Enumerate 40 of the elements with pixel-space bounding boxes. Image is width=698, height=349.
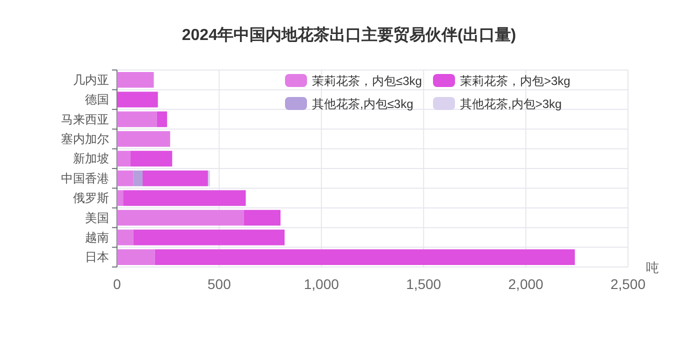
legend-label: 茉莉花茶，内包≤3kg (312, 74, 422, 88)
x-axis-title: 吨 (646, 260, 659, 275)
bar (154, 249, 575, 265)
y-tick-label: 俄罗斯 (73, 191, 109, 206)
x-tick-label: 500 (208, 276, 232, 292)
legend-label: 其他花茶,内包≤3kg (312, 97, 414, 111)
bar (156, 111, 168, 128)
y-tick-label: 日本 (85, 250, 109, 264)
x-tick-label: 2,500 (610, 276, 646, 292)
bar (117, 150, 130, 166)
bar (117, 72, 154, 88)
x-tick-label: 2,000 (508, 276, 544, 292)
bar (244, 210, 281, 226)
bar (123, 190, 246, 206)
bar (117, 190, 124, 206)
bar (142, 170, 208, 186)
y-tick-label: 塞内加尔 (61, 132, 109, 146)
legend-label: 其他花茶,内包>3kg (460, 97, 562, 111)
legend-label: 茉莉花茶，内包>3kg (460, 74, 570, 88)
y-tick-label: 德国 (85, 92, 109, 107)
bar (117, 230, 134, 246)
x-tick-label: 1,000 (304, 276, 340, 292)
bar (117, 92, 158, 108)
bar (133, 170, 143, 186)
y-tick-label: 美国 (85, 210, 109, 225)
bar (117, 249, 155, 265)
y-tick-label: 几内亚 (73, 72, 109, 87)
bar (130, 150, 172, 166)
chart-title: 2024年中国内地花茶出口主要贸易伙伴(出口量) (182, 25, 516, 44)
bar (133, 230, 285, 246)
bar (117, 111, 157, 128)
bar (117, 210, 244, 226)
y-tick-label: 中国香港 (61, 171, 109, 186)
bar (117, 170, 134, 186)
bar (117, 131, 170, 147)
y-tick-label: 越南 (85, 230, 109, 244)
y-tick-label: 马来西亚 (61, 112, 109, 126)
x-tick-label: 1,500 (406, 276, 442, 292)
x-tick-label: 0 (113, 276, 122, 292)
y-tick-label: 新加坡 (73, 152, 109, 166)
